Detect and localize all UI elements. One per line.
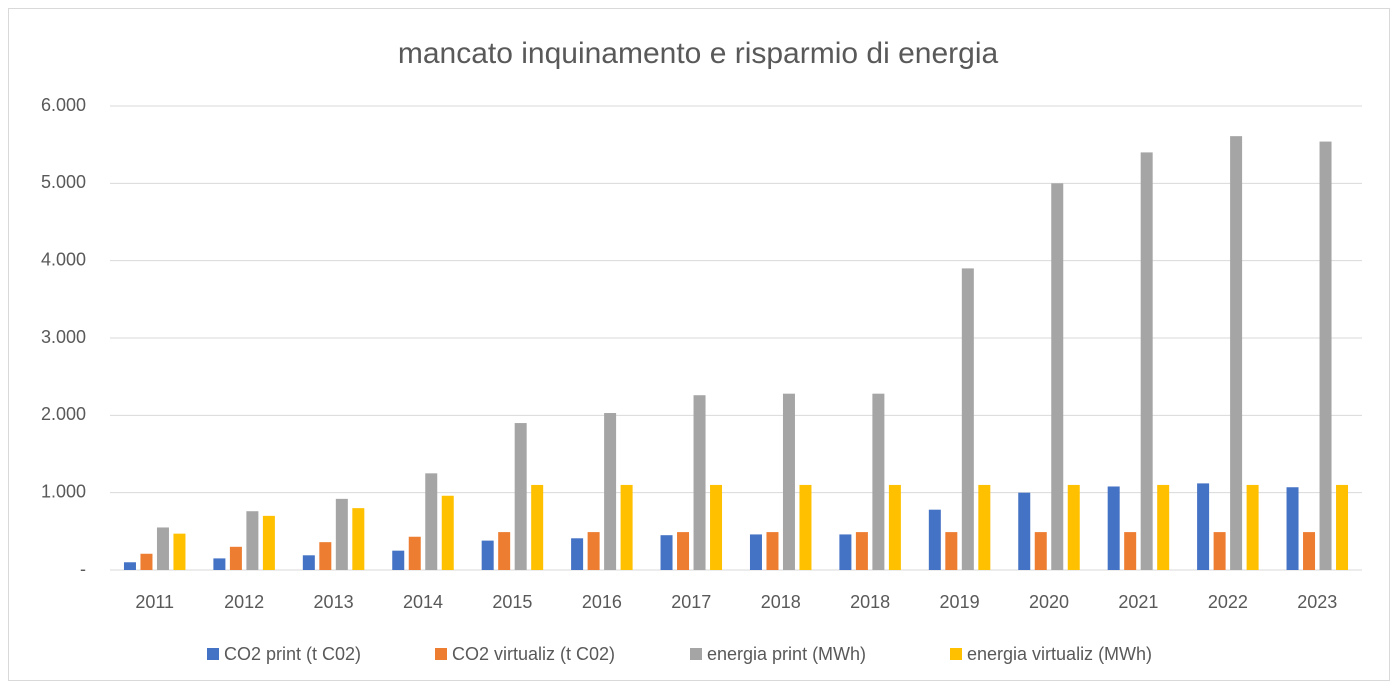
legend-label: CO2 virtualiz (t C02): [452, 644, 615, 664]
legend-swatch: [950, 648, 962, 660]
bar: [156, 527, 169, 570]
bar: [425, 473, 438, 570]
bar: [481, 540, 494, 570]
bar: [604, 413, 617, 570]
y-tick-label: 2.000: [41, 404, 86, 424]
bar: [928, 509, 941, 570]
bar: [498, 532, 511, 570]
bar: [173, 533, 186, 570]
bar: [1319, 141, 1332, 570]
bar: [514, 423, 527, 570]
legend-label: energia virtualiz (MWh): [967, 644, 1152, 664]
bar: [335, 498, 348, 570]
bar: [1303, 532, 1316, 570]
bar: [123, 562, 136, 570]
bar: [408, 536, 421, 570]
bar: [352, 508, 365, 570]
legend-label: CO2 print (t C02): [224, 644, 361, 664]
bar: [213, 558, 226, 570]
x-tick-label: 2018: [761, 592, 801, 612]
bar: [246, 511, 259, 570]
bar: [587, 532, 600, 570]
bar: [1067, 484, 1080, 570]
legend-label: energia print (MWh): [707, 644, 866, 664]
x-tick-label: 2016: [582, 592, 622, 612]
bar: [319, 542, 332, 570]
chart-frame: [8, 8, 1390, 681]
bar: [1124, 532, 1137, 570]
y-tick-label: -: [80, 559, 86, 579]
bar: [1230, 136, 1243, 570]
bar: [620, 484, 633, 570]
bar: [1140, 152, 1153, 570]
bar: [531, 484, 544, 570]
bar: [945, 532, 958, 570]
bar: [1157, 484, 1170, 570]
y-tick-label: 5.000: [41, 172, 86, 192]
chart-title: mancato inquinamento e risparmio di ener…: [398, 37, 999, 70]
bar: [1286, 487, 1299, 570]
bar: [855, 532, 868, 570]
bar: [1018, 492, 1031, 570]
bar: [660, 535, 673, 570]
bar: [677, 532, 690, 570]
bar: [262, 515, 275, 570]
bar: [710, 484, 723, 570]
x-tick-label: 2022: [1208, 592, 1248, 612]
bar: [1034, 532, 1047, 570]
y-tick-label: 3.000: [41, 327, 86, 347]
bar: [229, 546, 242, 570]
bar: [1197, 483, 1210, 570]
bar: [1107, 486, 1120, 570]
y-tick-label: 1.000: [41, 481, 86, 501]
x-tick-label: 2018: [850, 592, 890, 612]
bar: [782, 393, 795, 570]
x-tick-label: 2020: [1029, 592, 1069, 612]
y-tick-label: 4.000: [41, 249, 86, 269]
bar: [441, 495, 454, 570]
bar: [799, 484, 812, 570]
bar: [140, 553, 153, 570]
y-tick-label: 6.000: [41, 95, 86, 115]
bar: [839, 534, 852, 570]
bar: [888, 484, 901, 570]
bar: [978, 484, 991, 570]
x-tick-label: 2013: [314, 592, 354, 612]
x-tick-label: 2023: [1297, 592, 1337, 612]
x-tick-label: 2015: [492, 592, 532, 612]
bar: [1051, 183, 1064, 571]
bar: [302, 555, 315, 570]
bar: [766, 532, 779, 570]
x-tick-label: 2017: [671, 592, 711, 612]
bar: [693, 395, 706, 570]
bar: [1246, 484, 1259, 570]
bar: [392, 550, 405, 570]
legend-swatch: [690, 648, 702, 660]
bar: [872, 393, 885, 570]
bar: [749, 534, 762, 570]
bar: [1213, 532, 1226, 570]
bar: [1336, 484, 1349, 570]
legend-swatch: [207, 648, 219, 660]
bar: [571, 538, 584, 570]
x-tick-label: 2012: [224, 592, 264, 612]
x-tick-label: 2011: [135, 592, 174, 612]
legend-swatch: [435, 648, 447, 660]
x-tick-label: 2021: [1118, 592, 1158, 612]
bar: [961, 268, 974, 570]
x-tick-label: 2019: [940, 592, 980, 612]
x-tick-label: 2014: [403, 592, 443, 612]
